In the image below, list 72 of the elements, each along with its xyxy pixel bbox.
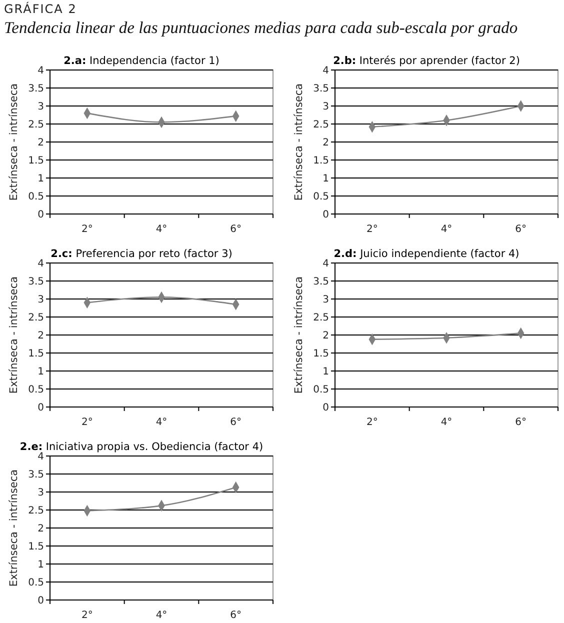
y-tick-label: 1.5: [28, 348, 44, 360]
y-tick-label: 0.5: [313, 192, 329, 202]
x-tick-label: 2°: [366, 417, 378, 428]
x-tick-label: 2°: [366, 224, 378, 235]
y-tick-label: 3: [38, 102, 44, 112]
y-axis-title: Extrínseca - intrínseca: [293, 276, 305, 394]
y-tick-label: 4: [38, 66, 44, 76]
y-tick-label: 3: [322, 294, 329, 306]
y-tick-label: 0.5: [28, 192, 44, 202]
y-tick-label: 3.5: [313, 84, 329, 94]
y-tick-label: 3.5: [313, 276, 329, 288]
x-tick-label: 2°: [81, 224, 93, 235]
y-tick-label: 2.5: [313, 120, 329, 130]
y-tick-label: 0.5: [28, 578, 44, 588]
chart-title: 2.c: Preferencia por reto (factor 3): [50, 248, 232, 260]
y-tick-label: 1: [38, 366, 44, 378]
x-tick-label: 6°: [515, 417, 527, 428]
y-tick-label: 1.5: [313, 348, 329, 360]
y-axis-title: Extrínseca - intrínseca: [293, 83, 305, 201]
y-tick-label: 1.5: [313, 156, 329, 166]
x-tick-label: 4°: [156, 224, 168, 235]
y-tick-label: 2.5: [28, 506, 44, 516]
chart-title: 2.a: Independencia (factor 1): [64, 55, 220, 67]
y-tick-label: 3: [322, 102, 329, 112]
x-tick-label: 2°: [81, 417, 93, 428]
x-tick-label: 6°: [230, 417, 242, 428]
x-tick-label: 4°: [156, 417, 168, 428]
y-tick-label: 4: [38, 452, 44, 462]
y-tick-label: 3: [38, 488, 44, 498]
y-tick-label: 1.5: [28, 156, 44, 166]
y-tick-label: 3.5: [28, 276, 44, 288]
y-tick-label: 2: [38, 138, 44, 148]
y-tick-label: 2: [322, 330, 329, 342]
chart-title: 2.e: Iniciativa propia vs. Obediencia (factor 4): [20, 441, 264, 453]
y-axis-title: Extrínseca - intrínseca: [8, 83, 20, 201]
y-tick-label: 2.5: [28, 120, 44, 130]
text: GRÁFICA 2: [4, 1, 77, 16]
x-tick-label: 4°: [156, 610, 168, 621]
x-tick-label: 6°: [230, 224, 242, 235]
x-tick-label: 6°: [515, 224, 527, 235]
x-tick-label: 2°: [81, 610, 93, 621]
chart-title: 2.d: Juicio independiente (factor 4): [334, 248, 520, 260]
y-tick-label: 0: [38, 596, 44, 606]
y-axis-title: Extrínseca - intrínseca: [8, 469, 20, 587]
y-tick-label: 1: [38, 560, 44, 570]
y-tick-label: 1.5: [28, 542, 44, 552]
x-tick-label: 4°: [440, 417, 452, 428]
y-tick-label: 1: [38, 174, 44, 184]
y-tick-label: 2: [322, 138, 329, 148]
y-tick-label: 3: [38, 294, 44, 306]
chart-title: 2.b: Interés por aprender (factor 2): [333, 55, 520, 67]
y-tick-label: 2: [38, 524, 44, 534]
y-tick-label: 1: [322, 366, 329, 378]
y-tick-label: 2.5: [313, 312, 329, 324]
y-tick-label: 4: [322, 258, 329, 270]
x-tick-label: 6°: [230, 610, 242, 621]
y-tick-label: 4: [38, 258, 44, 270]
x-tick-label: 4°: [440, 224, 452, 235]
y-tick-label: 0.5: [313, 384, 329, 396]
y-tick-label: 0: [38, 210, 44, 220]
y-tick-label: 0: [322, 402, 329, 414]
y-tick-label: 3.5: [28, 470, 44, 480]
y-tick-label: 0: [38, 402, 44, 414]
y-tick-label: 2.5: [28, 312, 44, 324]
y-tick-label: 0.5: [28, 384, 44, 396]
y-tick-label: 4: [322, 66, 329, 76]
y-tick-label: 0: [322, 210, 329, 220]
y-tick-label: 2: [38, 330, 44, 342]
y-tick-label: 3.5: [28, 84, 44, 94]
text: Tendencia linear de las puntuaciones medias para cada sub-escala por grado: [4, 18, 518, 37]
y-axis-title: Extrínseca - intrínseca: [8, 276, 20, 394]
y-tick-label: 1: [322, 174, 329, 184]
